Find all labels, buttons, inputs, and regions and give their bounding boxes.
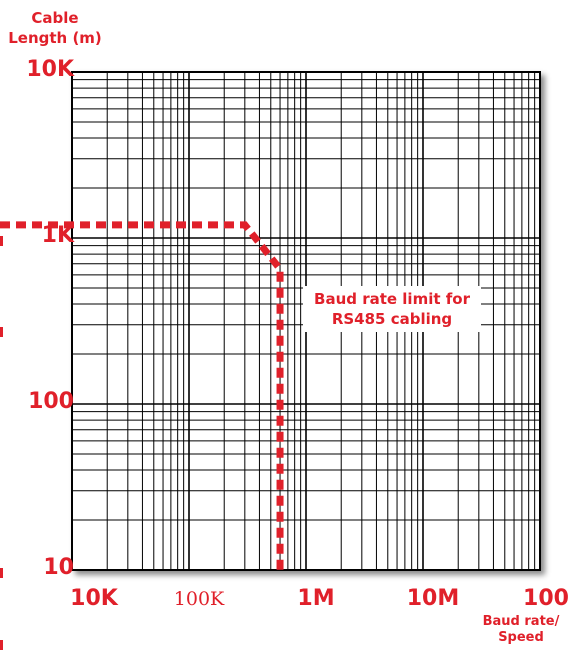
x-tick-label: 10M xyxy=(406,586,460,611)
grid-lines xyxy=(72,72,540,570)
y-tick-label: 100 xyxy=(28,389,74,414)
edge-mark xyxy=(0,236,3,246)
x-tick-label: 1M xyxy=(297,586,335,611)
x-tick-label: 10K xyxy=(70,586,118,611)
y-axis-label: Cable Length (m) xyxy=(8,9,102,47)
series-layer xyxy=(0,221,284,570)
series-line-0 xyxy=(0,221,284,570)
edge-mark xyxy=(0,327,3,337)
y-tick-label: 1K xyxy=(41,223,74,248)
x-axis-label: Baud rate/ Speed xyxy=(482,614,560,645)
y-tick-label: 10 xyxy=(43,555,74,580)
y-tick-label: 10K xyxy=(26,57,74,82)
x-tick-label: 100 xyxy=(523,586,569,611)
edge-mark xyxy=(0,568,3,578)
edge-mark xyxy=(0,640,3,650)
x-tick-label: 100K xyxy=(173,588,225,610)
annotation-baud-limit: Baud rate limit for RS485 cabling xyxy=(303,286,481,332)
